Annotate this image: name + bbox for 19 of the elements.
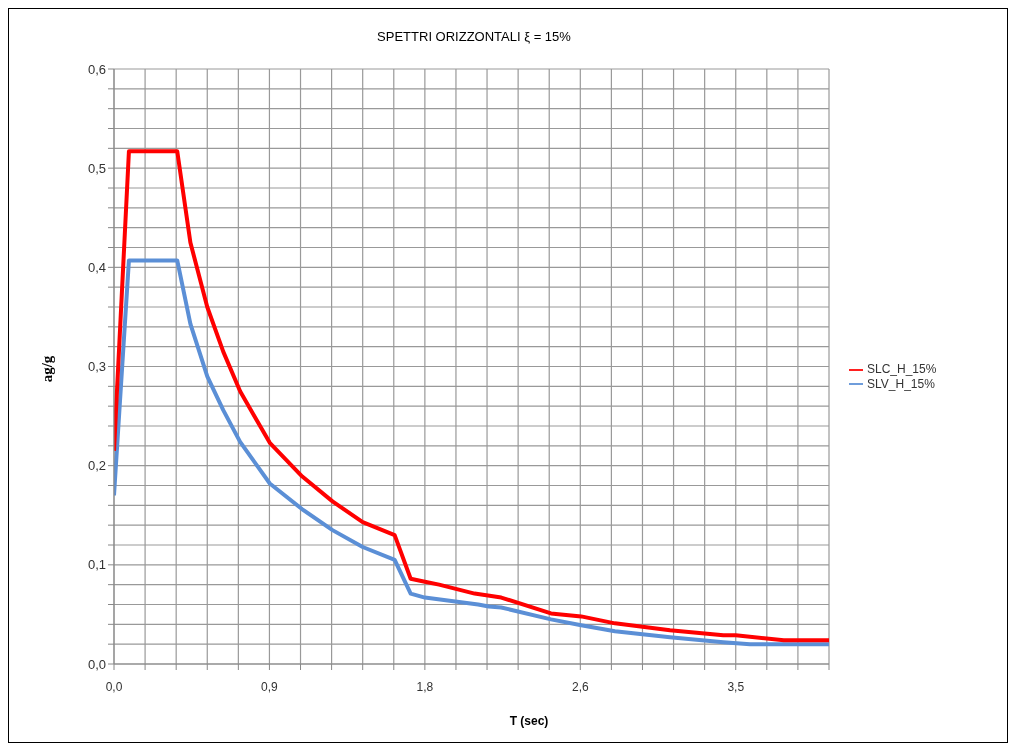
y-tick-label: 0,1 bbox=[87, 557, 106, 573]
y-axis-title: ag/g bbox=[38, 355, 56, 383]
y-tick-label: 0,4 bbox=[87, 259, 106, 275]
y-tick-label: 0,0 bbox=[87, 656, 106, 672]
legend-label: SLC_H_15% bbox=[867, 361, 937, 376]
y-tick-label: 0,3 bbox=[87, 359, 106, 375]
line-series bbox=[114, 258, 829, 647]
y-tick-label: 0,6 bbox=[87, 61, 106, 77]
chart-title: SPETTRI ORIZZONTALI ξ = 15% bbox=[376, 29, 572, 44]
x-tick-label: 1,8 bbox=[416, 679, 434, 694]
x-tick-label: 3,5 bbox=[727, 679, 745, 694]
y-tick-label: 0,2 bbox=[87, 458, 106, 474]
legend-label: SLV_H_15% bbox=[867, 376, 935, 391]
y-tick-label: 0,5 bbox=[87, 160, 106, 176]
line-series bbox=[114, 149, 829, 643]
x-tick-label: 0,0 bbox=[105, 679, 123, 694]
x-tick-label: 2,6 bbox=[571, 679, 589, 694]
x-axis-title: T (sec) bbox=[508, 714, 550, 728]
x-tick-label: 0,9 bbox=[261, 679, 279, 694]
